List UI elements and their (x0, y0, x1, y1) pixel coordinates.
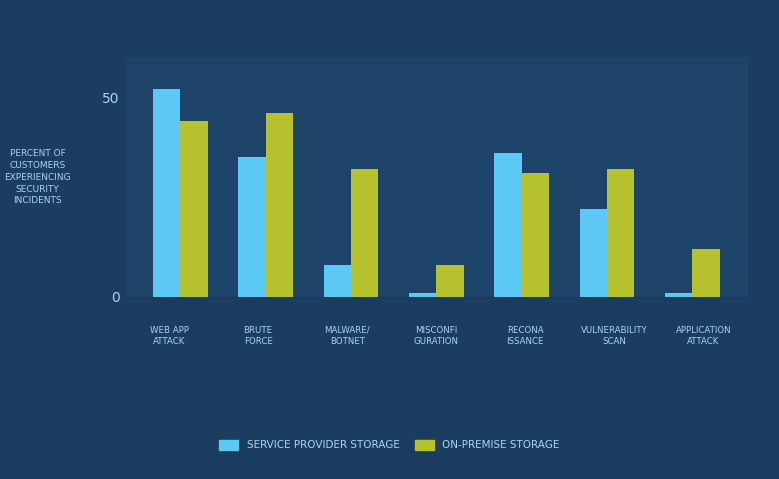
Bar (323, 265, 351, 297)
Text: APPLICATION
ATTACK: APPLICATION ATTACK (675, 326, 731, 346)
Bar (153, 90, 180, 297)
Text: VULNERABILITY
SCAN: VULNERABILITY SCAN (581, 326, 647, 346)
Text: PERCENT OF
CUSTOMERS
EXPERIENCING
SECURITY
INCIDENTS: PERCENT OF CUSTOMERS EXPERIENCING SECURI… (4, 149, 71, 205)
Text: MALWARE/
BOTNET: MALWARE/ BOTNET (324, 326, 370, 346)
Bar (266, 114, 293, 297)
Text: RECONA
ISSANCE: RECONA ISSANCE (506, 326, 544, 346)
Bar (522, 173, 549, 297)
Legend: SERVICE PROVIDER STORAGE, ON-PREMISE STORAGE: SERVICE PROVIDER STORAGE, ON-PREMISE STO… (215, 436, 564, 455)
Text: WEB APP
ATTACK: WEB APP ATTACK (150, 326, 189, 346)
Bar (665, 293, 693, 297)
Text: BRUTE
FORCE: BRUTE FORCE (244, 326, 273, 346)
Bar (607, 169, 634, 297)
Bar (351, 169, 379, 297)
Bar (180, 121, 207, 297)
Bar (238, 157, 266, 297)
Bar (436, 265, 464, 297)
Text: MISCONFI
GURATION: MISCONFI GURATION (414, 326, 459, 346)
Bar (693, 249, 720, 297)
Bar (580, 209, 607, 297)
Bar (409, 293, 436, 297)
Bar (494, 153, 522, 297)
